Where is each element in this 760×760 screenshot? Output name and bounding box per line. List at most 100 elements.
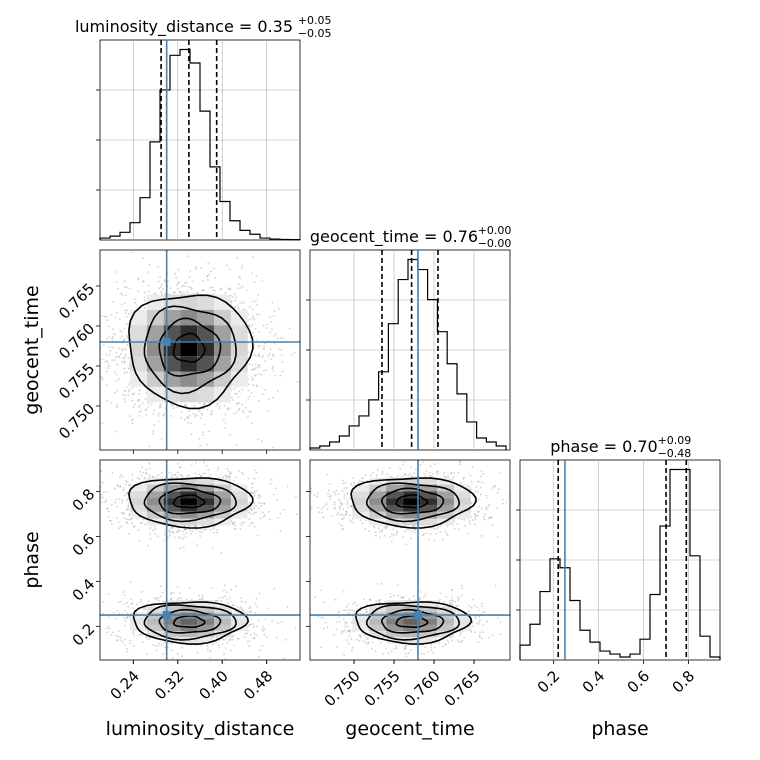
sample-point xyxy=(142,257,145,260)
sample-point xyxy=(115,517,118,520)
sample-point xyxy=(224,595,226,597)
sample-point xyxy=(255,339,258,342)
sample-point xyxy=(226,641,229,644)
sample-point xyxy=(275,487,278,490)
sample-point xyxy=(123,624,126,627)
hist-step-phase xyxy=(519,468,721,660)
sample-point xyxy=(241,388,244,391)
sample-point xyxy=(120,511,123,514)
sample-point xyxy=(202,289,204,291)
sample-point xyxy=(256,385,258,387)
sample-point xyxy=(142,608,145,610)
hist-step-geocent_time xyxy=(309,258,507,450)
sample-point xyxy=(148,467,151,470)
sample-point xyxy=(138,470,141,473)
sample-point xyxy=(115,430,118,433)
title-minus-error: −0.48 xyxy=(658,447,692,460)
sample-point xyxy=(111,328,114,331)
sample-point xyxy=(282,337,285,340)
sample-point xyxy=(257,496,260,499)
sample-point xyxy=(172,407,175,410)
sample-point xyxy=(148,263,151,266)
sample-point xyxy=(139,464,141,466)
sample-point xyxy=(255,384,258,387)
sample-point xyxy=(192,412,195,415)
sample-point xyxy=(140,634,143,637)
sample-point xyxy=(155,527,158,530)
sample-point xyxy=(264,360,267,362)
sample-point xyxy=(178,535,181,538)
sample-point xyxy=(123,372,126,375)
sample-point xyxy=(286,485,289,488)
sample-point xyxy=(277,390,280,392)
sample-point xyxy=(284,638,287,641)
sample-point xyxy=(232,479,235,482)
sample-point xyxy=(224,474,227,477)
sample-point xyxy=(116,363,119,366)
sample-point xyxy=(230,300,233,303)
contour-line xyxy=(172,332,206,363)
sample-point xyxy=(158,287,161,290)
sample-point xyxy=(106,631,109,634)
sample-point xyxy=(106,507,108,510)
density-cell xyxy=(197,325,215,341)
sample-point xyxy=(124,394,127,397)
sample-point xyxy=(148,462,151,465)
sample-point xyxy=(126,335,129,337)
sample-point xyxy=(124,370,127,373)
sample-point xyxy=(153,596,156,599)
sample-point xyxy=(255,373,257,376)
sample-point xyxy=(225,475,228,478)
sample-point xyxy=(202,431,204,433)
sample-point xyxy=(252,482,255,485)
sample-point xyxy=(226,598,228,601)
sample-point xyxy=(191,463,193,466)
sample-point xyxy=(214,277,216,279)
panel-title-luminosity_distance: luminosity_distance = 0.35 xyxy=(75,17,293,37)
contour-line xyxy=(128,294,254,410)
sample-point xyxy=(104,360,107,363)
sample-point xyxy=(85,312,87,314)
sample-point xyxy=(137,406,140,408)
sample-point xyxy=(253,368,256,371)
sample-point xyxy=(216,528,219,531)
sample-point xyxy=(126,371,129,374)
sample-point xyxy=(180,473,183,476)
sample-point xyxy=(252,637,255,639)
sample-point xyxy=(127,506,130,509)
sample-point xyxy=(194,266,197,269)
sample-point xyxy=(101,481,104,484)
sample-point xyxy=(123,357,126,360)
sample-point xyxy=(181,476,184,478)
sample-point xyxy=(187,417,189,420)
sample-point xyxy=(244,601,247,604)
sample-point xyxy=(173,536,176,539)
sample-point xyxy=(115,373,118,376)
sample-point xyxy=(170,598,173,601)
sample-point xyxy=(223,405,226,408)
sample-point xyxy=(129,415,131,417)
sample-point xyxy=(242,610,245,613)
sample-point xyxy=(243,636,246,639)
sample-point xyxy=(100,470,103,472)
sample-point xyxy=(253,469,256,472)
sample-point xyxy=(180,290,182,293)
sample-point xyxy=(187,421,189,424)
density-cell xyxy=(163,386,181,403)
sample-point xyxy=(279,530,282,533)
sample-point xyxy=(237,395,240,398)
sample-point xyxy=(127,312,130,315)
sample-point xyxy=(190,598,193,601)
sample-point xyxy=(188,276,191,279)
sample-point xyxy=(148,600,150,602)
sample-point xyxy=(110,402,113,404)
sample-point xyxy=(145,408,148,411)
sample-point xyxy=(201,413,204,416)
sample-point xyxy=(252,335,254,338)
sample-point xyxy=(227,287,230,290)
sample-point xyxy=(151,476,154,478)
sample-point xyxy=(147,284,150,287)
sample-point xyxy=(143,477,146,480)
sample-point xyxy=(253,477,256,480)
sample-point xyxy=(138,399,141,401)
